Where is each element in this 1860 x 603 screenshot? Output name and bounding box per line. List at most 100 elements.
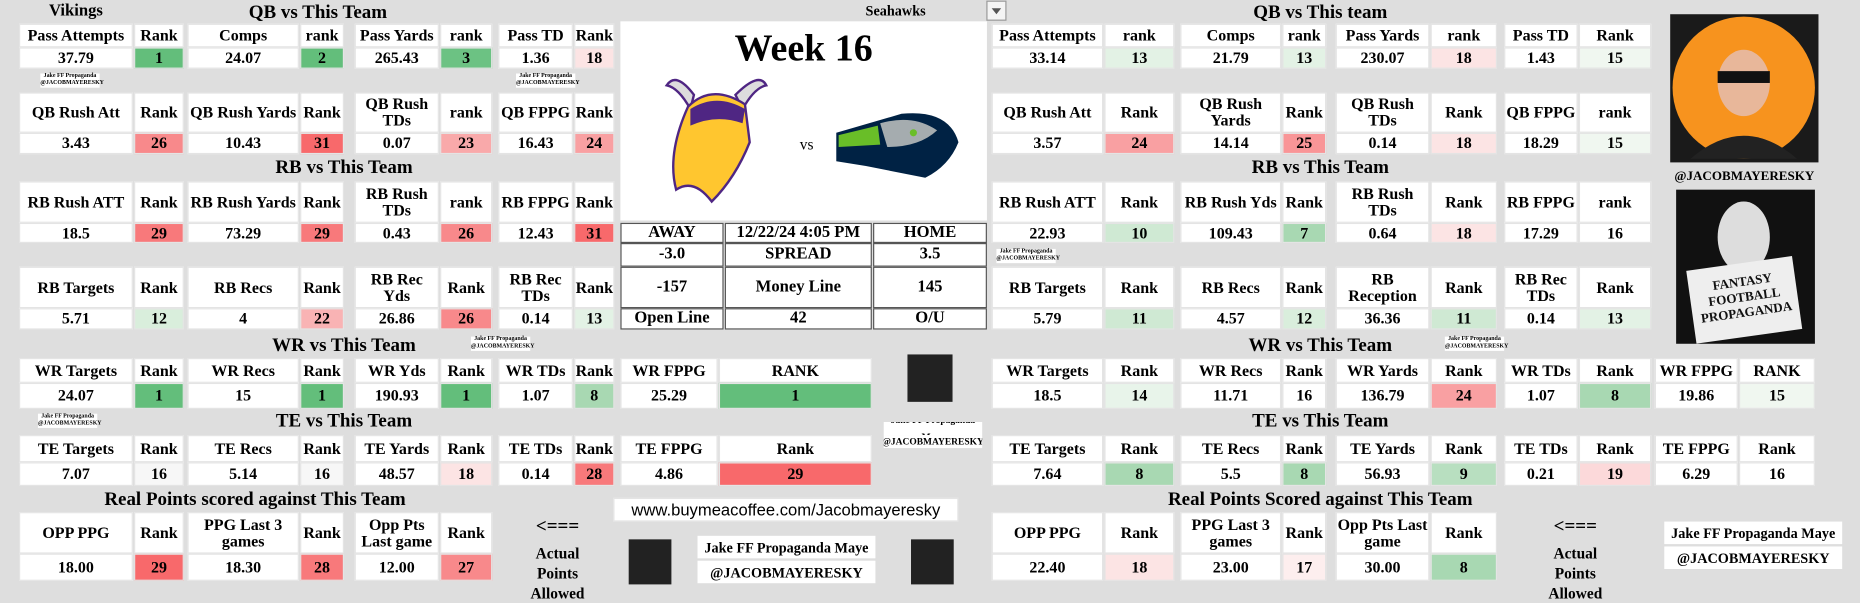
stat-value: 26.86 <box>354 308 439 330</box>
stat-value: 14.14 <box>1180 132 1282 155</box>
stat-header: RB Targets <box>18 266 133 309</box>
odds-cell: Open Line <box>620 308 724 330</box>
sunglasses <box>1717 71 1770 83</box>
stat-value: 21.79 <box>1180 47 1282 69</box>
stat-value: 0.14 <box>498 462 573 487</box>
stat-header: Rank <box>1282 266 1327 309</box>
stat-value: 5.79 <box>991 308 1104 330</box>
stat-header: RB Rec Yds <box>354 266 439 309</box>
stat-value: 18.30 <box>187 553 299 581</box>
rank-cell: 8 <box>1430 553 1498 581</box>
stat-header: Comps <box>1180 23 1282 48</box>
stat-value: 5.5 <box>1180 462 1282 487</box>
stat-value: 16.43 <box>498 132 573 155</box>
arrow-note: Actual Points Allowed <box>1548 544 1603 603</box>
rank-cell: 29 <box>300 222 345 244</box>
stat-value: 12.43 <box>498 222 573 244</box>
stat-header: TE FPPG <box>1654 435 1738 463</box>
stat-header: RB Recs <box>187 266 299 309</box>
stat-header: QB Rush Att <box>991 92 1104 133</box>
stat-value: 0.14 <box>1335 132 1430 155</box>
rank-cell: 1 <box>134 382 184 409</box>
stat-header: RB Rush ATT <box>18 181 133 223</box>
rank-cell: 26 <box>440 222 493 244</box>
watermark: @JACOBMAYERESKY <box>996 256 1061 264</box>
mini-logo <box>628 539 672 585</box>
avatar-handle: @JACOBMAYERESKY <box>1674 169 1815 184</box>
stat-header: rank <box>1578 92 1652 133</box>
stat-header: QB FPPG <box>1504 92 1578 133</box>
stat-header: RB Rec TDs <box>498 266 573 309</box>
rank-cell: 17 <box>1282 553 1327 581</box>
stat-header: Rank <box>1578 23 1652 48</box>
odds-cell: Money Line <box>724 266 872 309</box>
rank-cell: 8 <box>574 382 615 409</box>
rank-cell: 29 <box>718 462 872 487</box>
rank-cell: 29 <box>134 222 184 244</box>
mini-logo <box>911 539 954 585</box>
stat-value: 48.57 <box>354 462 439 487</box>
stat-header: Pass Yards <box>354 23 439 48</box>
stat-value: 265.43 <box>354 47 439 69</box>
odds-cell: SPREAD <box>724 243 872 267</box>
stat-header: Rank <box>300 512 345 554</box>
stat-value: 15 <box>187 382 299 409</box>
stat-value: 5.71 <box>18 308 133 330</box>
rank-cell: 8 <box>1282 462 1327 487</box>
stat-header: RB Reception <box>1335 266 1430 309</box>
rank-cell: 13 <box>1578 308 1652 330</box>
stat-value: 56.93 <box>1335 462 1430 487</box>
stat-value: 17.29 <box>1504 222 1578 244</box>
stat-header: WR Yds <box>354 357 439 383</box>
stat-header: RB FPPG <box>498 181 573 223</box>
stat-value: 109.43 <box>1180 222 1282 244</box>
stat-header: Rank <box>1104 512 1175 554</box>
stat-header: WR FPPG <box>620 357 718 383</box>
stat-header: Rank <box>1578 435 1652 463</box>
rank-cell: 24 <box>1104 132 1175 155</box>
rank-cell: 18 <box>1104 553 1175 581</box>
watermark: @JACOBMAYERESKY <box>516 80 580 88</box>
stat-header: Rank <box>1282 181 1327 223</box>
stat-header: TE Targets <box>18 435 133 463</box>
stat-header: Comps <box>187 23 299 48</box>
watermark: Jake FF Propaganda Maye <box>37 413 98 427</box>
stat-value: 1.36 <box>498 47 573 69</box>
stat-header: RB Rec TDs <box>1504 266 1578 309</box>
stat-header: RANK <box>1738 357 1815 383</box>
odds-cell: AWAY <box>620 222 724 244</box>
rank-cell: 25 <box>1282 132 1327 155</box>
stat-header: Pass Attempts <box>991 23 1104 48</box>
stat-value: 1.07 <box>498 382 573 409</box>
stat-header: QB Rush TDs <box>1335 92 1430 133</box>
stat-header: Rank <box>440 357 493 383</box>
rank-cell: 15 <box>1738 382 1815 409</box>
rank-cell: 13 <box>1104 47 1175 69</box>
avatar-suit <box>1690 135 1798 159</box>
arrow: <=== <box>1553 516 1597 537</box>
stat-header: Rank <box>440 266 493 309</box>
rank-cell: 16 <box>1282 382 1327 409</box>
stat-value: 18.29 <box>1504 132 1578 155</box>
brand-name: Jake FF Propaganda Maye <box>1664 521 1843 545</box>
stat-header: Pass Yards <box>1335 23 1430 48</box>
stat-header: RB FPPG <box>1504 181 1578 223</box>
stat-header: QB Rush Yards <box>1180 92 1282 133</box>
rank-cell: 22 <box>300 308 345 330</box>
rank-cell: 8 <box>1578 382 1652 409</box>
stat-header: rank <box>1430 23 1498 48</box>
stat-header: WR Recs <box>1180 357 1282 383</box>
brand-handle: @JACOBMAYERESKY <box>697 560 876 584</box>
stat-header: WR TDs <box>498 357 573 383</box>
stat-value: 4.86 <box>620 462 718 487</box>
rank-cell: 18 <box>574 47 615 69</box>
stat-value: 30.00 <box>1335 553 1430 581</box>
rank-cell: 23 <box>440 132 493 155</box>
stat-value: 136.79 <box>1335 382 1430 409</box>
stat-header: Rank <box>574 266 615 309</box>
stat-value: 22.40 <box>991 553 1104 581</box>
stat-value: 10.43 <box>187 132 299 155</box>
section-title: Real Points Scored against This Team <box>1167 489 1473 510</box>
stat-header: RB Targets <box>991 266 1104 309</box>
